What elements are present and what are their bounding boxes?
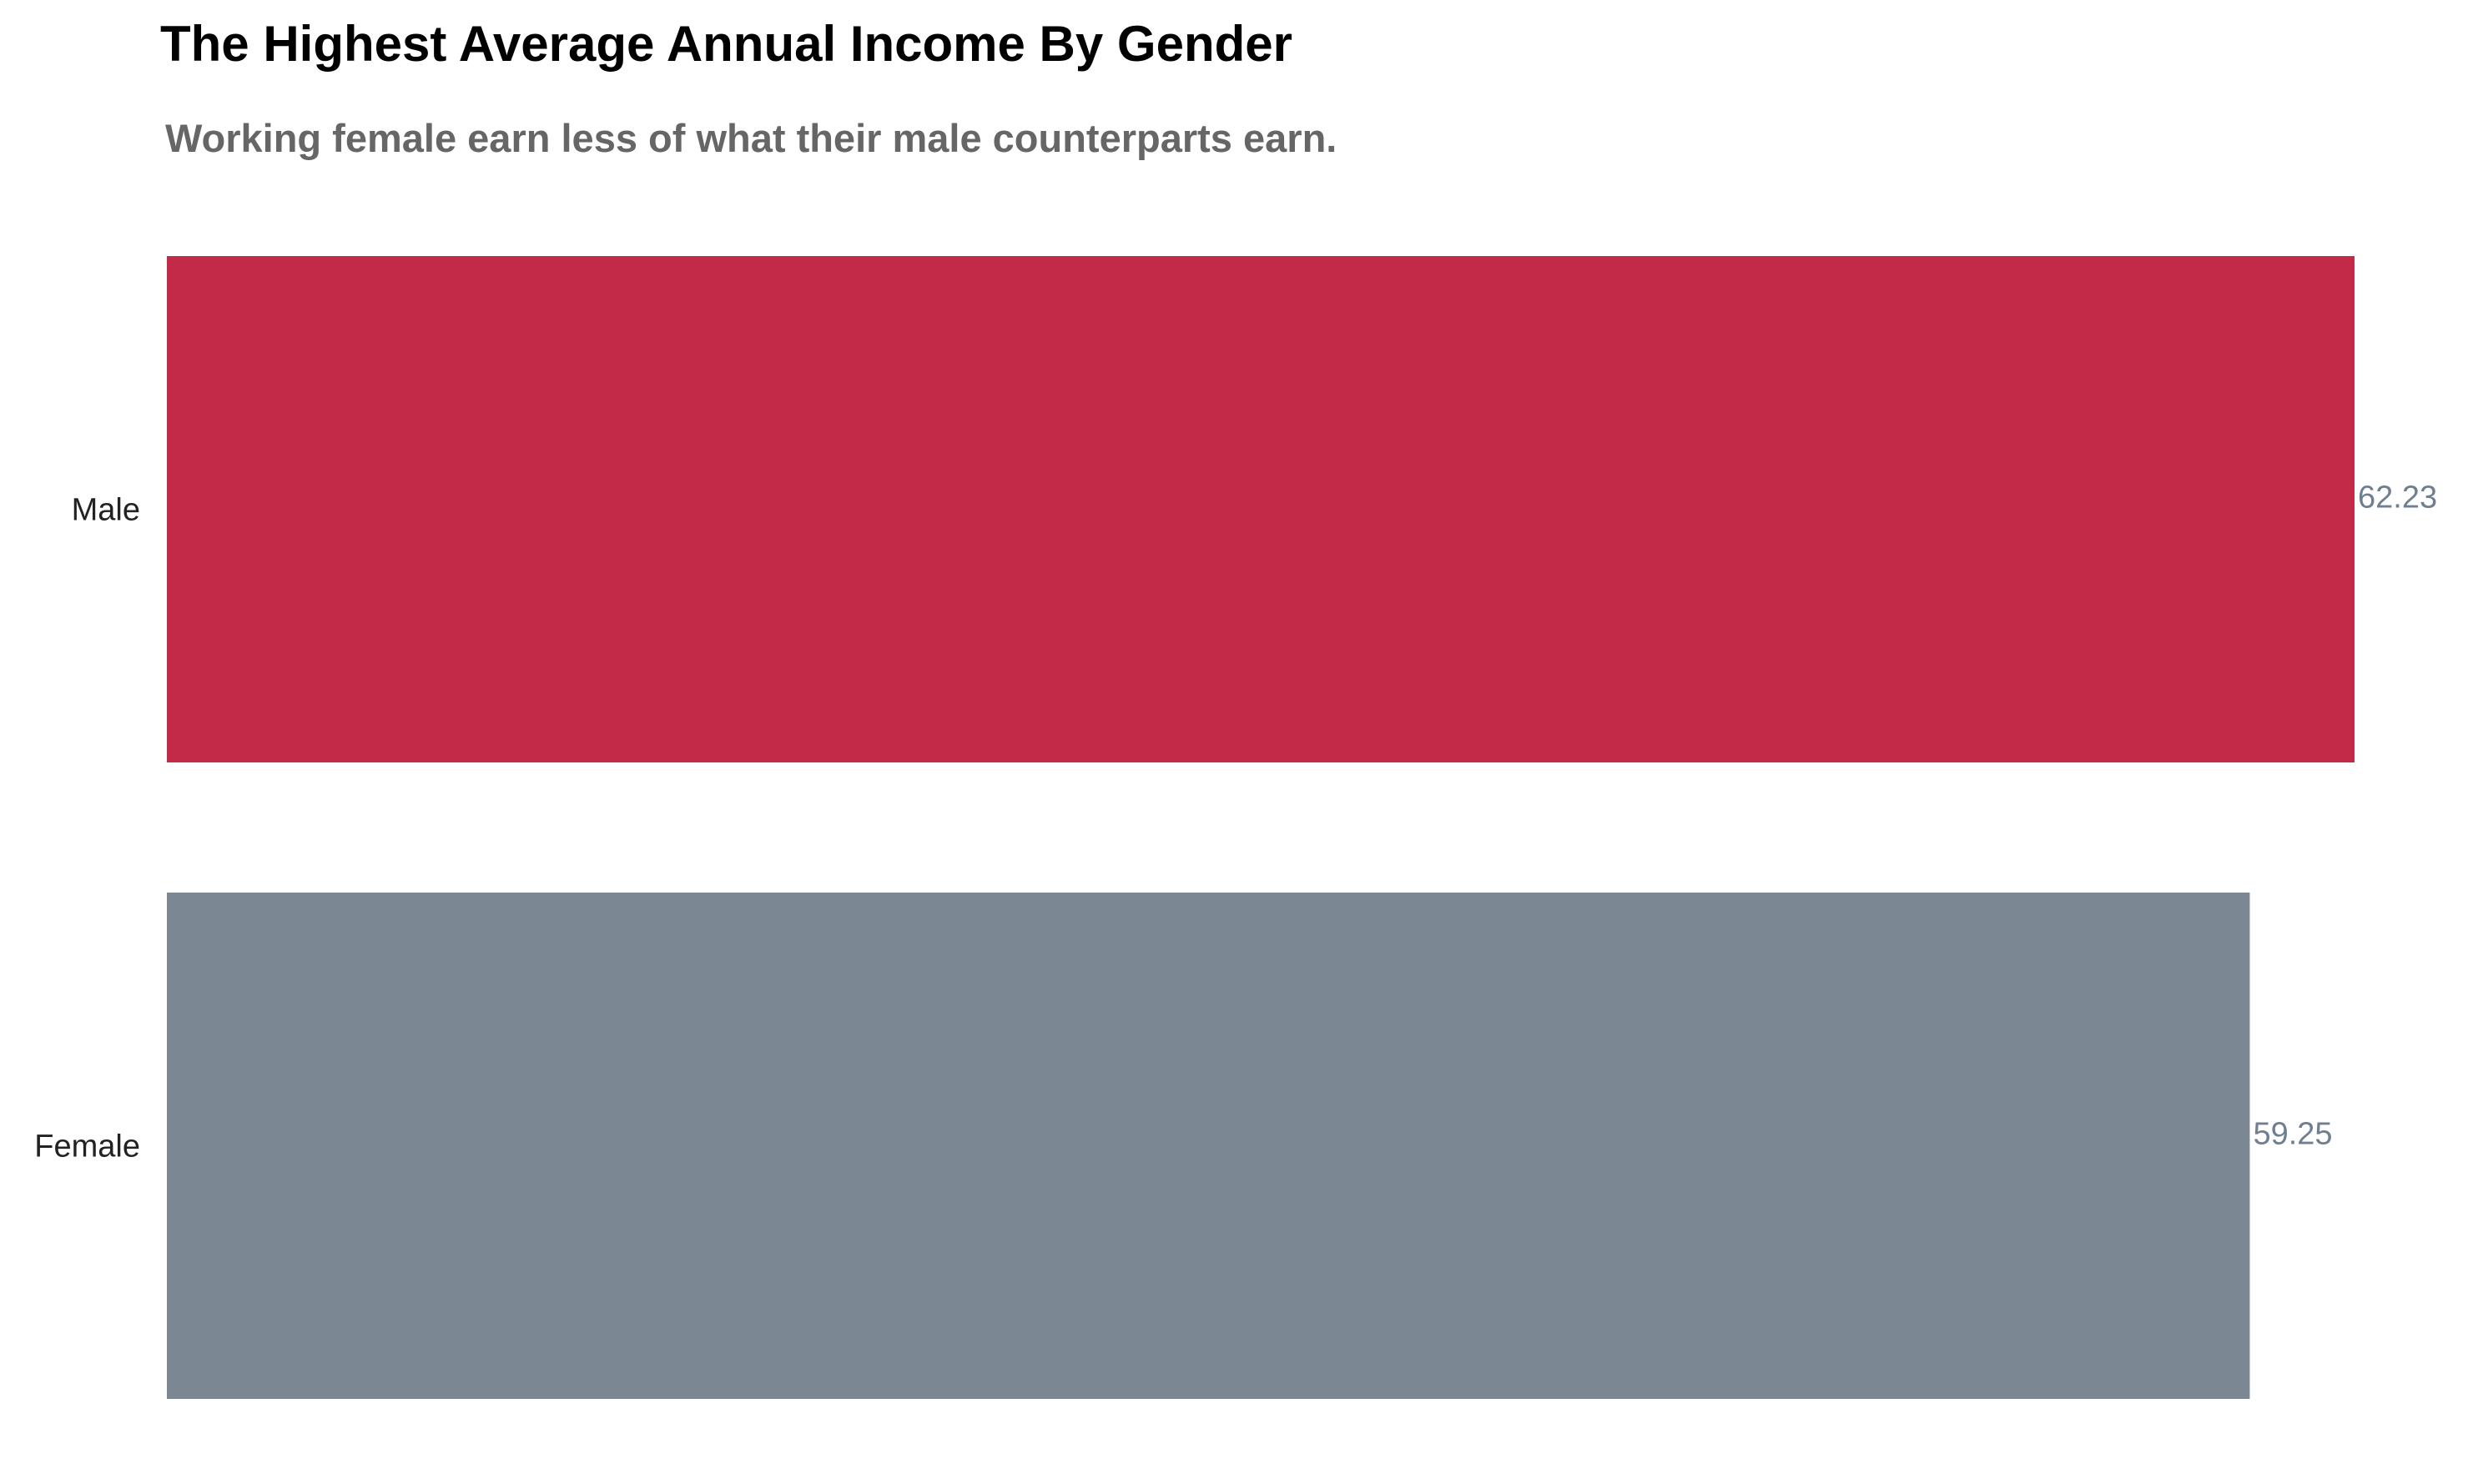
bar-male	[167, 256, 2355, 762]
value-label-male: 62.23	[2358, 480, 2437, 516]
category-label-female: Female	[34, 1129, 140, 1165]
bar-female	[167, 893, 2250, 1399]
chart-subtitle: Working female earn less of what their m…	[165, 116, 1337, 160]
category-label-male: Male	[72, 493, 140, 528]
bars-layer: Male 62.23 Female 59.25	[34, 256, 2437, 1399]
chart-title: The Highest Average Annual Income By Gen…	[160, 16, 1292, 72]
value-label-female: 59.25	[2253, 1117, 2332, 1152]
